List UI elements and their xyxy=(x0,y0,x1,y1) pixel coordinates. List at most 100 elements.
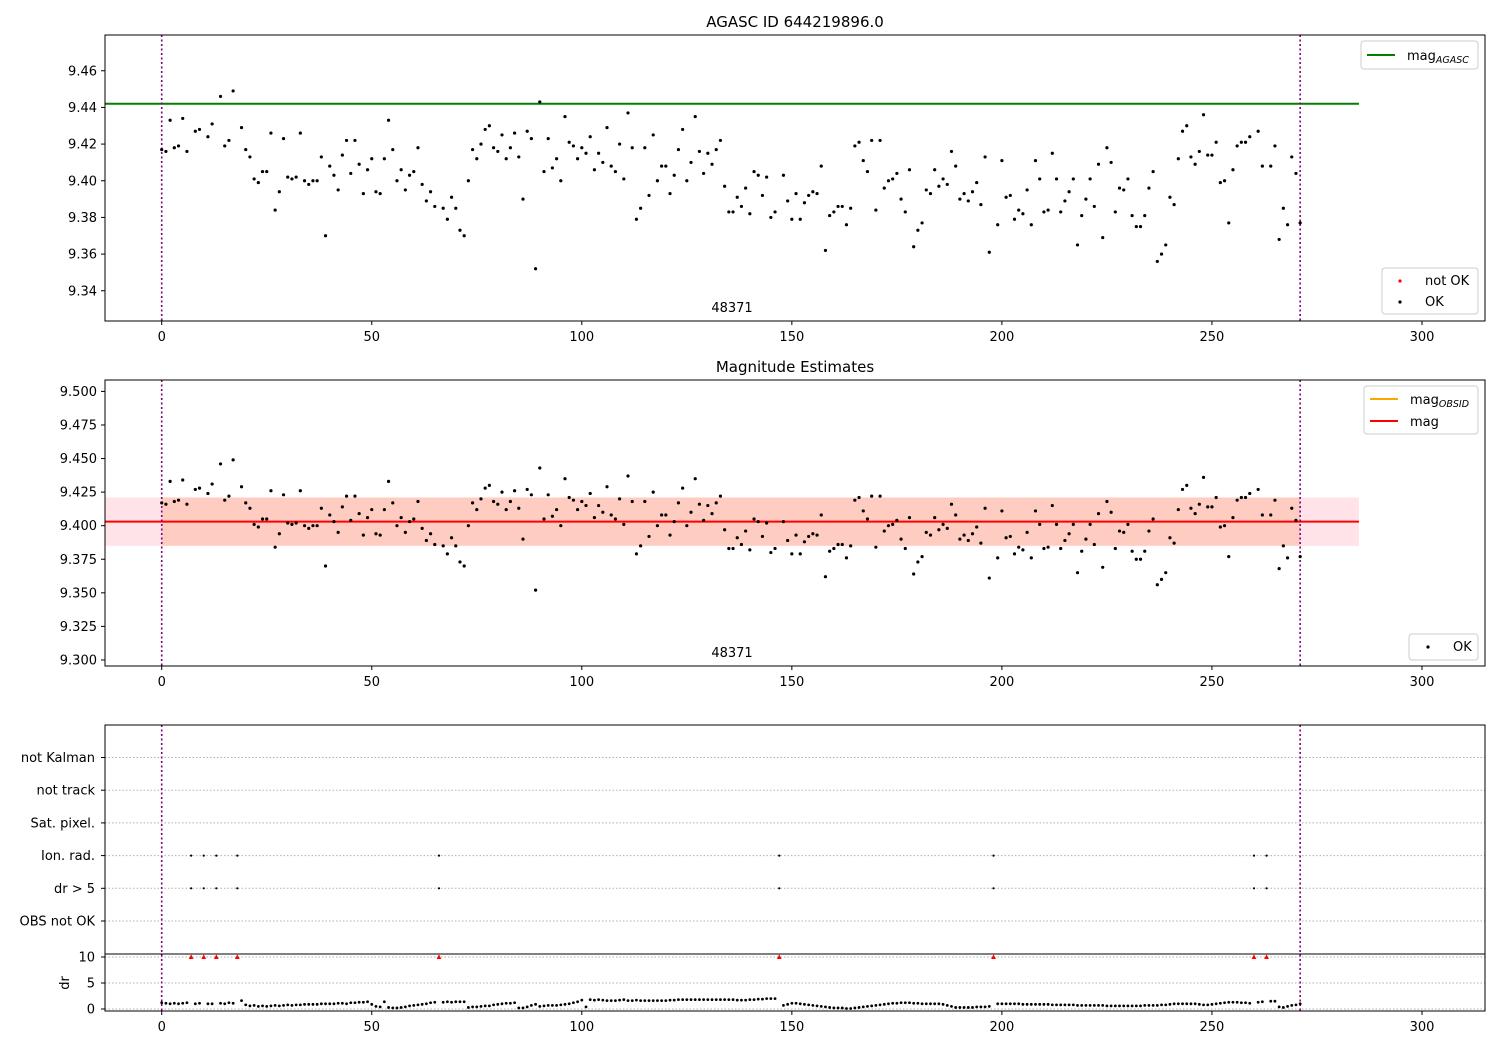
dr-point xyxy=(1227,1000,1231,1004)
ok-point xyxy=(420,182,424,187)
legend-mag-label: mag xyxy=(1410,415,1439,430)
y-tick-label: 9.42 xyxy=(68,138,97,153)
dr-point xyxy=(735,998,739,1002)
dr-point xyxy=(962,1006,966,1009)
legend-ok-swatch-2 xyxy=(1426,645,1430,649)
ok-point xyxy=(1004,195,1008,199)
dr-point xyxy=(265,1005,269,1008)
panel-magnitude-frame xyxy=(104,379,1486,667)
ok-point xyxy=(1117,186,1122,190)
ok-point xyxy=(605,125,609,130)
dr-point xyxy=(311,1002,315,1006)
ok-point xyxy=(378,191,382,196)
ok-point xyxy=(714,147,718,152)
dr-point xyxy=(769,997,773,1000)
ok-point xyxy=(1197,502,1201,506)
dr-point xyxy=(815,1004,819,1008)
dr-point xyxy=(643,999,647,1003)
dr-clipped-marker xyxy=(213,954,219,959)
x-tick-label: 250 xyxy=(1200,675,1225,690)
ok-point xyxy=(849,544,853,548)
ok-point xyxy=(1214,495,1218,500)
dr-point xyxy=(277,1004,281,1008)
dr-point xyxy=(1155,1003,1159,1007)
dr-point xyxy=(765,997,769,1000)
ok-point xyxy=(571,144,576,148)
legend-mag-agasc-base: mag xyxy=(1407,49,1436,64)
ok-point xyxy=(1029,556,1033,560)
ok-point xyxy=(1088,522,1092,526)
x-tick-label: 100 xyxy=(569,1020,594,1035)
ok-point xyxy=(1260,513,1264,517)
ok-point xyxy=(714,501,718,505)
dr-point xyxy=(193,1002,197,1006)
dr-point xyxy=(429,1001,432,1005)
dr-point xyxy=(168,1002,172,1006)
ok-point xyxy=(823,248,828,253)
panel-flags-grid xyxy=(105,757,1485,1010)
dr-point xyxy=(1063,1003,1067,1007)
ok-point xyxy=(424,199,428,203)
ok-point xyxy=(756,173,760,177)
ok-point xyxy=(597,151,601,155)
ok-point xyxy=(634,552,639,556)
ok-point xyxy=(1113,546,1117,551)
ok-point xyxy=(664,513,668,517)
panel-agasc-frame xyxy=(104,34,1486,322)
ok-point xyxy=(479,497,483,501)
dr-point xyxy=(605,999,609,1003)
ok-point xyxy=(294,521,298,525)
dr-point xyxy=(614,999,617,1003)
dr-point xyxy=(286,1003,290,1007)
ok-point xyxy=(323,234,328,238)
legend-ok-swatch xyxy=(1398,300,1402,304)
ok-point xyxy=(449,536,454,540)
ok-point xyxy=(542,517,546,521)
dr-point xyxy=(761,997,764,1001)
dr-point xyxy=(1042,1002,1046,1006)
panel-flags-x-ticks: 0 50 100 150 200 250 300 xyxy=(158,1011,1434,1035)
flag-marker xyxy=(1265,887,1268,890)
ok-point xyxy=(702,518,706,522)
ok-point xyxy=(554,507,559,512)
ok-point xyxy=(815,191,819,196)
ok-point xyxy=(987,250,991,254)
dr-point xyxy=(1218,1001,1222,1005)
ok-point xyxy=(622,522,626,526)
ok-point xyxy=(996,556,1000,560)
ok-point xyxy=(576,507,580,512)
ok-point xyxy=(365,168,370,172)
ok-point xyxy=(916,228,920,232)
ok-point xyxy=(592,516,597,520)
dr-point xyxy=(1130,1004,1134,1008)
ok-point xyxy=(1172,541,1176,545)
ok-point xyxy=(874,208,878,212)
ok-point xyxy=(512,489,517,493)
ok-point xyxy=(1117,529,1122,533)
dr-point xyxy=(1139,1004,1142,1008)
dr-point xyxy=(740,998,743,1002)
ok-point xyxy=(1105,499,1109,504)
dr-point xyxy=(1092,1003,1096,1007)
ok-point xyxy=(328,513,332,517)
ok-point xyxy=(941,177,945,181)
ok-point xyxy=(332,173,336,177)
x-tick-label: 200 xyxy=(989,1020,1014,1035)
y-tick-label: 9.46 xyxy=(68,64,97,79)
dr-point xyxy=(403,1005,407,1009)
y-tick-label: 9.34 xyxy=(68,284,97,299)
dr-point xyxy=(345,1002,348,1006)
dr-point xyxy=(349,1001,353,1005)
ok-point xyxy=(576,157,580,161)
ok-point xyxy=(218,94,223,99)
ok-point xyxy=(1130,549,1134,553)
ok-point xyxy=(433,204,437,209)
ok-point xyxy=(508,499,512,504)
ok-point xyxy=(975,180,979,185)
flag-marker xyxy=(190,887,193,890)
ok-point xyxy=(399,516,403,520)
panel-magnitude-legend-bottom: OK xyxy=(1408,633,1479,661)
dr-point xyxy=(685,998,689,1002)
ok-point xyxy=(252,522,256,526)
